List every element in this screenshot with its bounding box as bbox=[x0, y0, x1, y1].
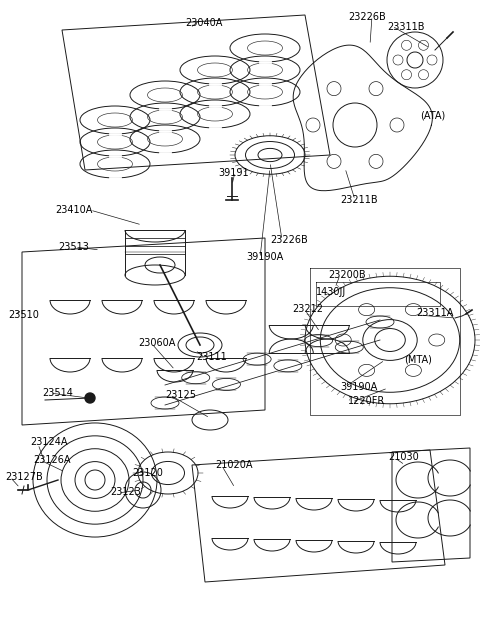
Text: 23123: 23123 bbox=[110, 487, 141, 497]
Text: 39190A: 39190A bbox=[246, 252, 283, 262]
Text: 21020A: 21020A bbox=[215, 460, 252, 470]
Text: 23124A: 23124A bbox=[30, 437, 68, 447]
Text: (ATA): (ATA) bbox=[420, 110, 445, 120]
Text: 23311A: 23311A bbox=[416, 308, 454, 318]
Text: 23211B: 23211B bbox=[340, 195, 378, 205]
Text: 23226B: 23226B bbox=[348, 12, 386, 22]
Text: (MTA): (MTA) bbox=[404, 355, 432, 365]
Text: 23126A: 23126A bbox=[33, 455, 71, 465]
Text: 23226B: 23226B bbox=[270, 235, 308, 245]
Text: 23514: 23514 bbox=[42, 388, 73, 398]
Text: 23060A: 23060A bbox=[138, 338, 175, 348]
Text: 23212: 23212 bbox=[292, 304, 323, 314]
Text: 39190A: 39190A bbox=[340, 382, 377, 392]
Text: 23513: 23513 bbox=[58, 242, 89, 252]
Text: 23311B: 23311B bbox=[387, 22, 424, 32]
Circle shape bbox=[85, 393, 95, 403]
Text: 39191: 39191 bbox=[218, 168, 249, 178]
Text: 23127B: 23127B bbox=[5, 472, 43, 482]
Text: 23410A: 23410A bbox=[55, 205, 92, 215]
Text: 1220FR: 1220FR bbox=[348, 396, 385, 406]
Text: 21030: 21030 bbox=[388, 452, 419, 462]
Text: 23111: 23111 bbox=[196, 352, 227, 362]
Text: 23040A: 23040A bbox=[185, 18, 222, 28]
Text: 23120: 23120 bbox=[132, 468, 163, 478]
Text: 1430JJ: 1430JJ bbox=[316, 287, 346, 297]
Text: 23200B: 23200B bbox=[328, 270, 366, 280]
Text: 23510: 23510 bbox=[8, 310, 39, 320]
Text: 23125: 23125 bbox=[165, 390, 196, 400]
